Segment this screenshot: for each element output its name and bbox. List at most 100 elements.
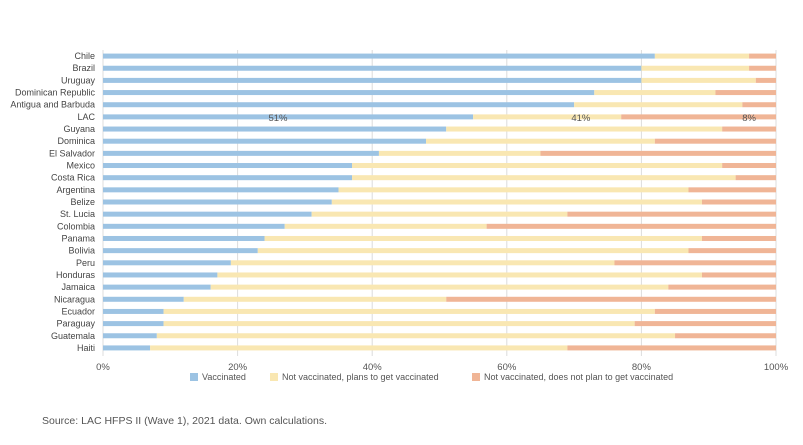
bar-segment-plans-to-vaccinate (426, 138, 655, 144)
bar-segment-no-plan (634, 321, 776, 327)
bar-segment-vaccinated (103, 248, 258, 254)
bar-segment-plans-to-vaccinate (338, 187, 689, 193)
legend-swatch (270, 373, 278, 381)
bar-segment-no-plan (722, 163, 776, 169)
bar-segment-no-plan (567, 211, 776, 217)
category-label: Panama (61, 233, 95, 243)
bar-segment-no-plan (668, 284, 776, 290)
bar-segment-vaccinated (103, 114, 474, 120)
legend-swatch (190, 373, 198, 381)
category-label: Nicaragua (54, 294, 95, 304)
bar-segment-vaccinated (103, 284, 211, 290)
bar-segment-no-plan (486, 223, 776, 229)
legend-label: Vaccinated (202, 372, 246, 382)
bar-segment-no-plan (540, 150, 776, 156)
category-label: Antigua and Barbuda (10, 100, 95, 110)
bar-segment-no-plan (675, 333, 776, 339)
bar-segment-vaccinated (103, 138, 427, 144)
x-tick-label: 80% (632, 362, 652, 373)
bar-segment-vaccinated (103, 199, 332, 205)
bar-segment-vaccinated (103, 187, 339, 193)
bar-segment-plans-to-vaccinate (150, 345, 568, 351)
bar-segment-no-plan (446, 296, 776, 302)
category-label: Peru (76, 258, 95, 268)
category-label: Uruguay (61, 75, 96, 85)
bar-segment-plans-to-vaccinate (163, 321, 635, 327)
bar-segment-vaccinated (103, 150, 379, 156)
bar-segment-vaccinated (103, 126, 447, 132)
bar-segment-vaccinated (103, 175, 353, 181)
bar-segment-plans-to-vaccinate (210, 284, 669, 290)
category-label: St. Lucia (60, 209, 95, 219)
bar-segment-no-plan (749, 53, 776, 59)
bar-segment-no-plan (654, 138, 776, 144)
x-tick-label: 0% (96, 362, 110, 373)
bar-segment-no-plan (755, 77, 776, 83)
category-label: Brazil (72, 63, 95, 73)
bar-segment-plans-to-vaccinate (163, 308, 655, 314)
category-label: Ecuador (61, 306, 95, 316)
bar-segment-vaccinated (103, 163, 353, 169)
bar-segment-plans-to-vaccinate (574, 102, 743, 108)
bar-segment-no-plan (722, 126, 776, 132)
bar-segment-plans-to-vaccinate (352, 163, 723, 169)
category-label: Paraguay (56, 319, 95, 329)
bar-segment-plans-to-vaccinate (654, 53, 750, 59)
bar-segment-vaccinated (103, 77, 642, 83)
bar-segment-no-plan (688, 187, 776, 193)
category-label: LAC (77, 112, 95, 122)
category-label: Colombia (57, 221, 95, 231)
bar-segment-vaccinated (103, 235, 265, 241)
bar-segment-plans-to-vaccinate (264, 235, 702, 241)
x-tick-label: 20% (228, 362, 248, 373)
data-annotation: 41% (571, 113, 591, 124)
category-label: Dominica (57, 136, 95, 146)
legend-label: Not vaccinated, plans to get vaccinated (282, 372, 439, 382)
bar-segment-plans-to-vaccinate (311, 211, 568, 217)
bar-segment-vaccinated (103, 296, 184, 302)
bar-segment-no-plan (701, 199, 776, 205)
category-label: Mexico (66, 161, 95, 171)
bar-segment-plans-to-vaccinate (156, 333, 676, 339)
bar-segment-vaccinated (103, 223, 285, 229)
bar-segment-plans-to-vaccinate (284, 223, 487, 229)
bar-segment-no-plan (701, 272, 776, 278)
bar-segment-vaccinated (103, 53, 655, 59)
bar-segment-plans-to-vaccinate (473, 114, 622, 120)
category-label: Costa Rica (51, 173, 95, 183)
category-label: Argentina (56, 185, 95, 195)
bar-segment-vaccinated (103, 333, 157, 339)
category-label: Bolivia (68, 246, 95, 256)
bar-segment-plans-to-vaccinate (378, 150, 541, 156)
data-annotation: 8% (742, 113, 756, 124)
bar-segment-vaccinated (103, 102, 575, 108)
bar-segment-plans-to-vaccinate (641, 65, 750, 71)
bar-segment-no-plan (749, 65, 776, 71)
legend-label: Not vaccinated, does not plan to get vac… (484, 372, 673, 382)
bar-segment-plans-to-vaccinate (446, 126, 723, 132)
bar-segment-plans-to-vaccinate (331, 199, 702, 205)
category-label: Belize (70, 197, 95, 207)
category-label: Haiti (77, 343, 95, 353)
category-label: El Salvador (49, 148, 95, 158)
bar-segment-plans-to-vaccinate (594, 90, 716, 96)
category-label: Guyana (63, 124, 95, 134)
bar-segment-plans-to-vaccinate (257, 248, 689, 254)
bar-segment-no-plan (742, 102, 776, 108)
category-label: Chile (74, 51, 95, 61)
bar-segment-vaccinated (103, 65, 642, 71)
bar-segment-no-plan (654, 308, 776, 314)
bar-segment-plans-to-vaccinate (217, 272, 702, 278)
bar-segment-no-plan (567, 345, 776, 351)
bar-segment-no-plan (701, 235, 776, 241)
legend-swatch (472, 373, 480, 381)
bar-segment-plans-to-vaccinate (230, 260, 615, 266)
data-annotation: 51% (268, 113, 288, 124)
x-tick-label: 100% (764, 362, 789, 373)
bar-segment-vaccinated (103, 308, 164, 314)
bar-segment-vaccinated (103, 345, 151, 351)
bar-segment-no-plan (621, 114, 776, 120)
category-label: Dominican Republic (15, 88, 96, 98)
